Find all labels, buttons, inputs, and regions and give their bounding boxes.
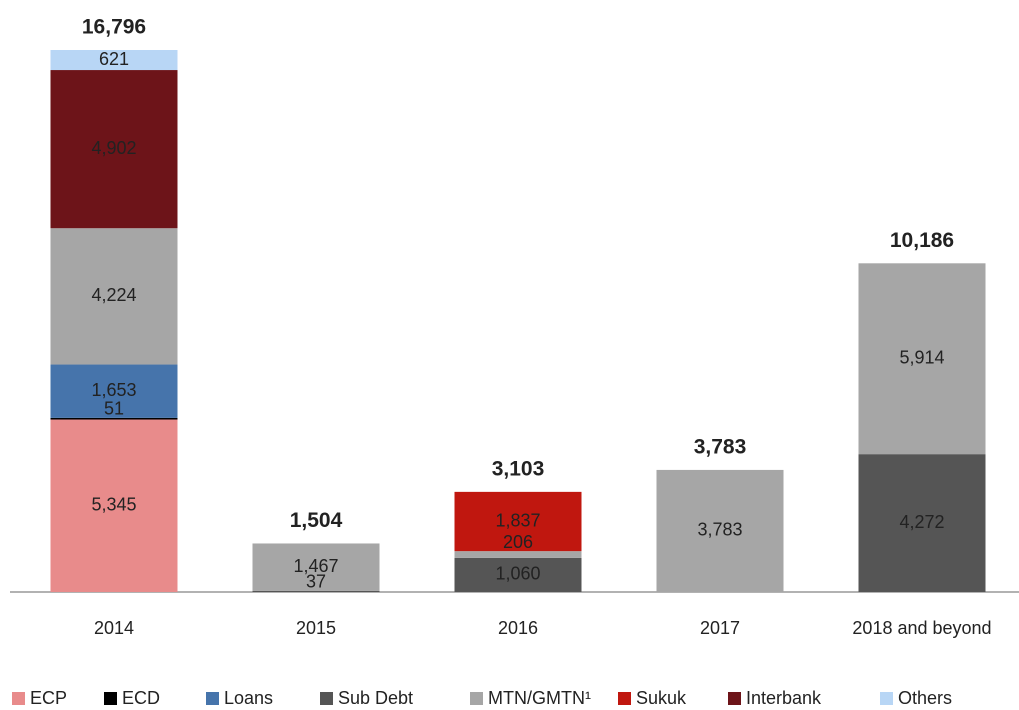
total-label: 10,186	[890, 229, 954, 252]
bar-segment	[454, 557, 582, 592]
bar-segment	[50, 228, 178, 365]
value-label: 1,467	[293, 556, 338, 576]
value-label: 51	[104, 399, 124, 419]
value-label: 206	[503, 532, 533, 552]
bar-segment	[252, 590, 380, 592]
value-label: 4,272	[899, 512, 944, 532]
bar-segment	[50, 417, 178, 420]
legend-label: Interbank	[746, 688, 822, 708]
legend-swatch	[104, 692, 117, 705]
legend-label: Loans	[224, 688, 273, 708]
bar-segment	[50, 364, 178, 418]
legend-label: Sukuk	[636, 688, 687, 708]
legend-swatch	[12, 692, 25, 705]
value-label: 4,902	[91, 138, 136, 158]
x-tick-label: 2015	[296, 618, 336, 638]
total-label: 16,796	[82, 16, 146, 39]
value-label: 1,653	[91, 380, 136, 400]
legend-swatch	[206, 692, 219, 705]
legend-label: Sub Debt	[338, 688, 413, 708]
total-label: 3,103	[492, 457, 545, 480]
legend-label: ECP	[30, 688, 67, 708]
x-tick-label: 2018 and beyond	[852, 618, 991, 638]
bar-segment	[50, 419, 178, 592]
legend-label: ECD	[122, 688, 160, 708]
total-label: 3,783	[694, 435, 747, 458]
legend-swatch	[470, 692, 483, 705]
bar-segment	[252, 543, 380, 591]
value-label: 37	[306, 572, 326, 592]
value-label: 1,837	[495, 510, 540, 530]
value-label: 4,224	[91, 285, 136, 305]
x-tick-label: 2016	[498, 618, 538, 638]
legend-label: Others	[898, 688, 952, 708]
value-label: 5,914	[899, 347, 944, 367]
bar-segment	[454, 491, 582, 552]
legend-swatch	[728, 692, 741, 705]
bar-segment	[454, 551, 582, 558]
bar-segment	[858, 454, 986, 592]
value-label: 5,345	[91, 495, 136, 515]
value-label: 621	[99, 49, 129, 69]
x-tick-label: 2014	[94, 618, 134, 638]
total-label: 1,504	[290, 509, 343, 532]
bar-segment	[858, 263, 986, 455]
legend-swatch	[320, 692, 333, 705]
value-label: 3,783	[697, 520, 742, 540]
bar-segment	[656, 469, 784, 592]
value-label: 1,060	[495, 564, 540, 584]
x-tick-label: 2017	[700, 618, 740, 638]
legend-swatch	[618, 692, 631, 705]
legend-label: MTN/GMTN¹	[488, 688, 591, 708]
legend-swatch	[880, 692, 893, 705]
bar-segment	[50, 70, 178, 229]
bar-segment	[50, 50, 178, 71]
